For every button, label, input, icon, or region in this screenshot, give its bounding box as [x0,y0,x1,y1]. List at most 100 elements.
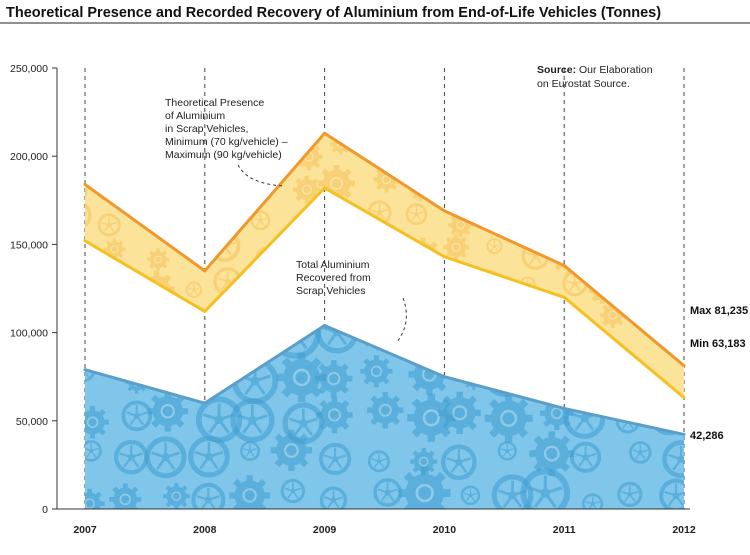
end-label-max: Max 81,235 [690,305,748,317]
gear-icon [575,358,601,383]
end-label-min: Min 63,183 [690,338,746,350]
data-point-min [562,295,566,299]
gear-icon [195,361,227,393]
wheel-icon [145,203,168,225]
data-point-min [442,255,446,259]
gear-icon [366,392,404,429]
data-point-max [83,182,87,186]
end-label-recovered: 42,286 [690,430,724,442]
wheel-icon [603,169,622,188]
data-point-max [562,264,566,268]
gear-icon [254,133,276,137]
gear-icon [104,137,125,158]
wheel-icon [570,441,602,473]
gear-icon [637,210,659,231]
wheel-icon [248,279,276,306]
wheel-icon [367,450,390,473]
data-point-recovered [323,324,327,328]
recovered-annotation-line-1: Total Aluminium [296,259,370,271]
wheel-icon [401,325,451,357]
data-point-min [83,239,87,243]
wheel-icon [148,112,163,127]
wheel-icon [396,133,430,164]
band-annotation-line-1: Theoretical Presence [165,97,264,109]
gear-icon [147,390,189,432]
wheel-icon [486,238,503,255]
wheel-icon [85,325,115,359]
gear-icon [438,391,481,435]
gear-icon [629,240,654,265]
wheel-icon [526,349,576,399]
wheel-icon [679,180,684,200]
gear-icon [329,212,350,233]
gear-icon [270,429,313,472]
gear-icon [398,300,436,338]
wheel-icon [543,325,570,343]
wheel-icon [144,436,187,479]
gear-icon [85,488,105,509]
wheel-icon [520,468,571,509]
data-point-min [203,309,207,313]
wheel-icon [663,199,684,230]
gear-icon [316,396,353,434]
wheel-icon [446,319,464,337]
wheel-icon [185,281,203,298]
recovered-annotation-line-2: Recovered from [296,272,371,284]
gear-icon [529,431,575,476]
data-point-recovered [442,375,446,379]
recovered-annotation-leader [396,297,407,343]
wheel-icon [296,319,314,337]
gear-icon [516,139,552,175]
gear-icon [139,171,166,198]
band-annotation-line-4: Minimum (70 kg/vehicle) – [165,136,288,148]
gear-icon [675,272,684,291]
wheel-icon [589,206,615,231]
wheel-icon [104,305,124,325]
y-tick-label: 150,000 [10,239,48,251]
wheel-icon [85,174,89,203]
wheel-icon [319,486,348,509]
source-note: Source: Our Elaboration on Eurostat Sour… [537,64,653,90]
series-line-max [84,131,685,367]
x-tick-label: 2009 [313,524,337,536]
source-label: Source: [537,64,576,76]
wheel-icon [460,485,481,506]
wheel-icon [361,307,393,339]
gear-icon [109,483,142,509]
wheel-icon [481,346,532,397]
band-annotation-line-3: in Scrap Vehicles, [165,123,248,135]
gear-icon [407,393,456,442]
wheel-icon [97,213,121,237]
wheel-icon [368,106,391,129]
wheel-icon [485,325,521,361]
gear-icon [635,95,672,132]
gear-icon [479,94,513,128]
gear-icon [408,353,451,396]
gear-icon [588,137,622,171]
wheel-icon [113,439,149,475]
gear-icon [229,475,270,509]
wheel-icon [528,133,548,134]
wheel-icon [586,237,618,269]
wheel-icon [333,99,359,125]
wheel-icon [405,203,428,226]
band-annotation-line-2: of Aluminium [165,110,225,122]
wheel-icon [556,311,585,341]
x-tick-label: 2007 [73,524,97,536]
gear-icon [488,313,515,340]
band-annotation: Theoretical Presence of Aluminium in Scr… [165,97,288,187]
gear-icon [640,309,658,326]
wheel-icon [250,210,271,231]
gear-icon [297,103,323,129]
wheel-icon [497,441,517,461]
x-tick-label: 2008 [193,524,217,536]
wheel-icon [198,325,235,360]
gear-icon [443,234,470,261]
data-point-recovered [203,401,207,405]
wheel-icon [134,133,170,169]
data-point-max [203,269,207,273]
gear-icon [58,100,85,127]
wheel-icon [188,435,230,478]
gear-icon [152,325,204,357]
